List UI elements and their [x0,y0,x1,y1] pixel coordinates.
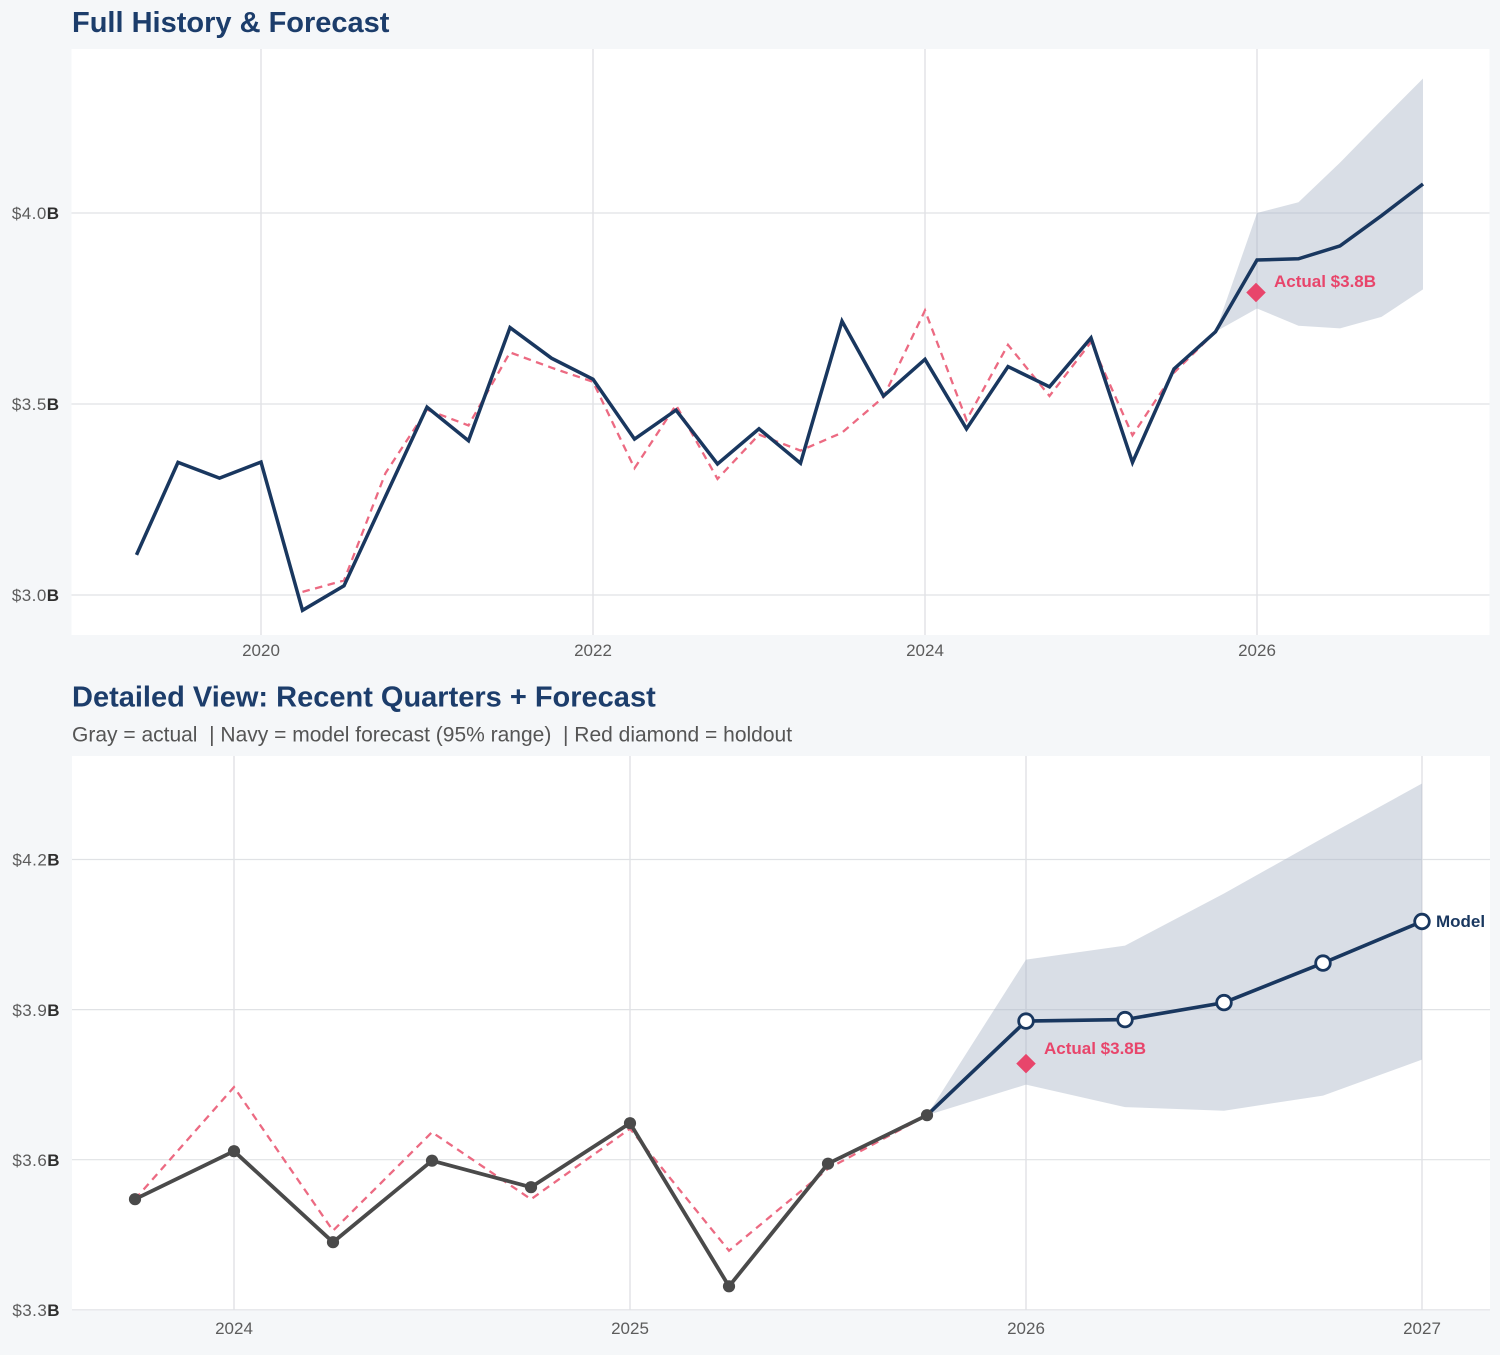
svg-text:$3.5B: $3.5B [12,395,60,414]
svg-text:Actual $3.8B: Actual $3.8B [1044,1039,1146,1058]
svg-text:$4.2B: $4.2B [12,851,60,870]
svg-text:2026: 2026 [1238,641,1276,660]
svg-text:$3.9B: $3.9B [12,1001,60,1020]
svg-text:Detailed View: Recent Quarters: Detailed View: Recent Quarters + Forecas… [72,682,656,714]
svg-text:2027: 2027 [1403,1319,1441,1338]
svg-text:2024: 2024 [906,641,944,660]
svg-text:2026: 2026 [1007,1319,1045,1338]
svg-text:$4.0B: $4.0B [12,204,60,223]
svg-text:2025: 2025 [611,1319,649,1338]
svg-text:Full History & Forecast: Full History & Forecast [72,7,390,39]
svg-text:Actual $3.8B: Actual $3.8B [1274,272,1376,291]
svg-text:Model: Model [1436,912,1485,931]
svg-text:2020: 2020 [242,641,280,660]
svg-text:2024: 2024 [215,1319,253,1338]
svg-text:2022: 2022 [574,641,612,660]
svg-text:$3.3B: $3.3B [12,1301,60,1320]
svg-text:$3.6B: $3.6B [12,1151,60,1170]
svg-text:$3.0B: $3.0B [12,586,60,605]
svg-text:Gray = actual | Navy = model: Gray = actual | Navy = model forecast (9… [72,724,792,747]
